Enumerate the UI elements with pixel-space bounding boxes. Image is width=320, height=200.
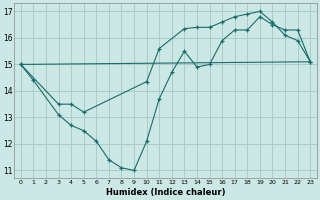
X-axis label: Humidex (Indice chaleur): Humidex (Indice chaleur) — [106, 188, 225, 197]
